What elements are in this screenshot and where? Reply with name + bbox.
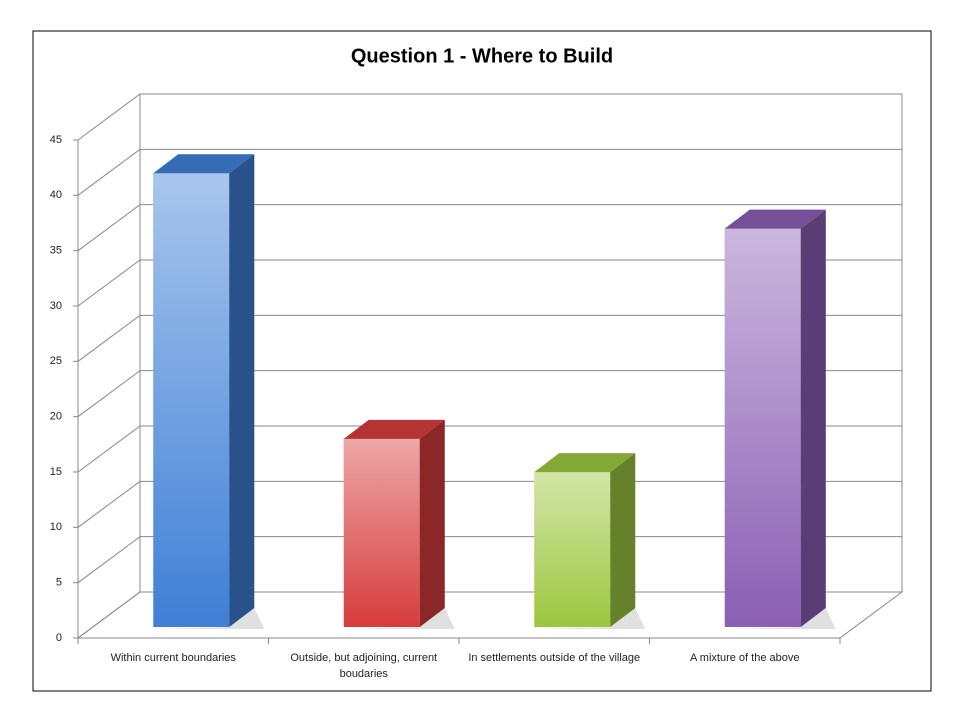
x-tick-label: In settlements outside of the village (468, 652, 641, 664)
bar-shadow (728, 608, 836, 629)
bar-side-shade (419, 419, 445, 627)
bar-side-shade (800, 209, 826, 627)
bar-highlight (153, 173, 230, 627)
bar-top-shade (343, 419, 445, 439)
bar-top (534, 453, 636, 473)
x-tick-label: Outside, but adjoining, current boudarie… (290, 652, 438, 680)
bar-shadow (538, 608, 646, 629)
bar-side (800, 209, 826, 627)
bar-top (153, 154, 255, 174)
chart-title: Question 1 - Where to Build (351, 45, 613, 67)
y-tick-label: 15 (50, 466, 62, 478)
bar-shadow (157, 608, 265, 629)
y-tick-label: 25 (50, 355, 62, 367)
grid-line (77, 93, 141, 141)
bar-highlight (343, 438, 420, 627)
grid-line (77, 314, 141, 362)
grid-line (77, 425, 141, 473)
grid-line (77, 480, 141, 528)
bar-highlight (534, 472, 611, 627)
y-tick-label: 45 (50, 134, 62, 146)
bar-side-shade (610, 453, 636, 627)
grid-line (77, 148, 141, 196)
bar-highlight (724, 228, 801, 627)
grid-line (77, 204, 141, 252)
bar-side (610, 453, 636, 627)
bar-top (343, 419, 445, 439)
grid-line (77, 259, 141, 307)
bar-top-shade (153, 154, 255, 174)
y-tick-label: 10 (50, 521, 62, 533)
bar-top-shade (534, 453, 636, 473)
y-tick-label: 30 (50, 300, 62, 312)
y-tick-label: 0 (56, 632, 62, 644)
bar-side (229, 154, 255, 627)
y-tick-label: 20 (50, 411, 62, 423)
bar-top (724, 209, 826, 229)
grid-line (77, 591, 141, 639)
grid-line (77, 370, 141, 418)
bar-top-shade (724, 209, 826, 229)
y-tick-label: 5 (56, 577, 62, 589)
bar-side-shade (229, 154, 255, 627)
grid-line (77, 536, 141, 584)
x-tick-label: A mixture of the above (690, 652, 800, 664)
y-tick-label: 35 (50, 245, 62, 257)
bar-shadow (347, 608, 455, 629)
y-tick-label: 40 (50, 189, 62, 201)
x-tick-label: Within current boundaries (110, 652, 236, 664)
bar-side (419, 419, 445, 627)
